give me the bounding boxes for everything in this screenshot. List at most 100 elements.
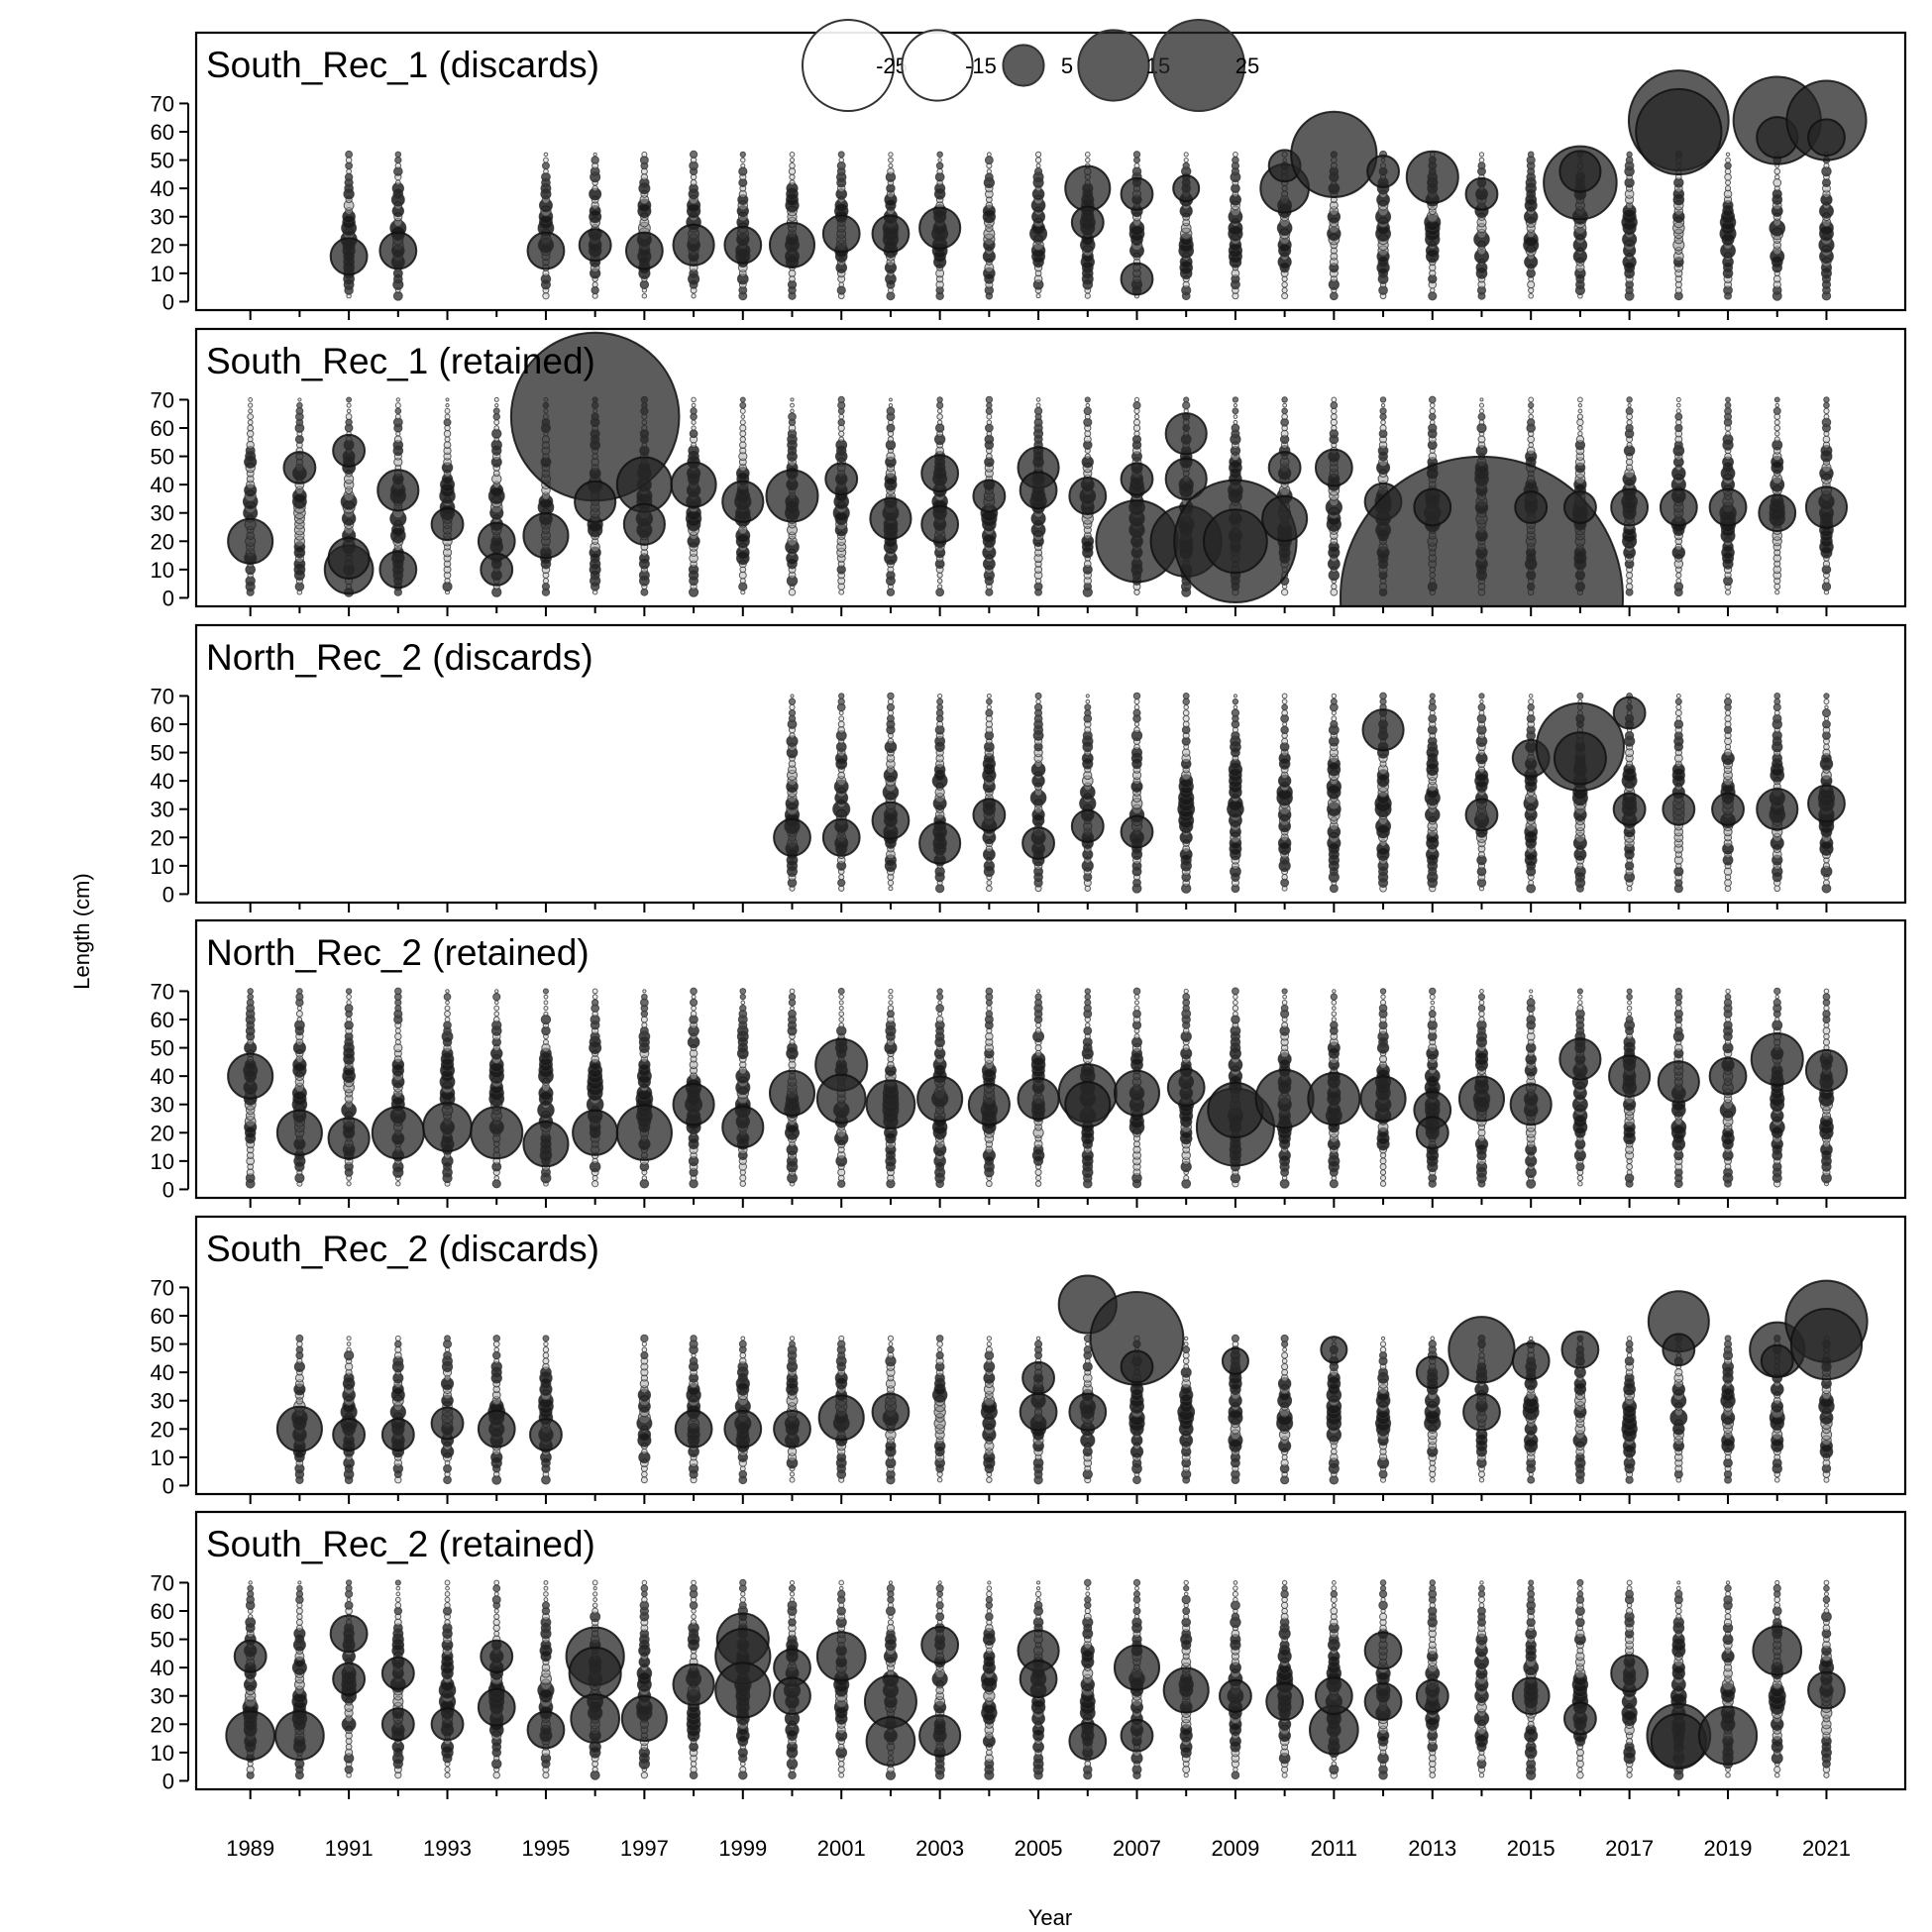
size-bubble [443,1463,453,1473]
size-bubble [738,1469,748,1479]
size-bubble [788,588,797,596]
data-bubble [1457,1075,1506,1123]
data-bubble [920,504,960,544]
bubble-layer [275,1274,1869,1485]
data-bubble [376,469,420,512]
size-bubble [1478,157,1485,163]
size-bubble [1724,167,1732,175]
size-bubble [1725,396,1731,403]
size-bubble [1083,560,1092,569]
size-bubble [1477,1004,1486,1013]
data-bubble [1612,696,1647,730]
size-bubble [1084,292,1091,299]
size-bubble [247,419,254,426]
size-bubble [1331,583,1338,590]
size-bubble [1182,993,1191,1002]
size-bubble [1429,698,1437,705]
size-bubble [1626,1163,1634,1171]
size-bubble [1675,715,1682,722]
data-bubble [1314,448,1353,487]
size-bubble [1428,1340,1437,1348]
size-bubble [1478,408,1485,414]
size-bubble [1528,709,1535,716]
size-bubble [789,732,796,739]
size-bubble [935,1350,944,1360]
size-bubble [247,424,255,432]
size-bubble [935,588,945,597]
size-bubble [1379,692,1387,700]
size-bubble [837,720,845,728]
size-bubble [1281,396,1288,403]
size-bubble [789,173,796,180]
data-bubble [768,221,816,268]
size-bubble [1133,162,1140,169]
size-bubble [740,1336,746,1342]
size-bubble [1331,1011,1338,1018]
data-bubble [773,817,811,857]
y-tick-label: 30 [151,1389,174,1414]
data-bubble [815,1073,867,1125]
size-bubble [789,1038,796,1045]
size-bubble [346,402,352,408]
data-bubble [1164,412,1208,456]
size-bubble [739,430,747,438]
data-bubble [578,228,612,263]
size-bubble [1772,998,1781,1007]
data-bubble [1120,176,1154,211]
size-bubble [1282,994,1288,1000]
size-bubble [394,1027,401,1034]
size-bubble [1577,994,1583,1000]
size-bubble [986,1336,993,1342]
size-bubble [1133,743,1140,751]
y-tick-label: 40 [151,473,174,497]
size-bubble [443,441,452,450]
size-bubble [1183,152,1189,158]
size-bubble [1182,1044,1190,1052]
size-bubble [591,994,598,1001]
size-bubble [1823,413,1830,420]
size-bubble [1824,704,1829,710]
size-bubble [1477,161,1486,170]
size-bubble [1773,167,1781,175]
size-bubble [1280,725,1289,734]
size-bubble [936,698,944,705]
size-bubble [888,994,894,1000]
size-bubble [691,419,697,425]
size-bubble [1725,179,1732,186]
size-bubble [1822,708,1831,718]
size-bubble [935,401,944,409]
size-bubble [1428,412,1437,421]
size-bubble [1330,413,1338,420]
size-bubble [1379,999,1387,1006]
y-tick-label: 70 [151,684,174,708]
size-bubble [1822,862,1831,870]
panel-frame [194,918,1907,1200]
data-bubble [1558,150,1602,193]
size-bubble [1823,693,1830,699]
size-bubble [247,988,254,995]
size-bubble [789,1341,796,1348]
size-bubble [1527,1475,1536,1484]
size-bubble [1033,166,1043,176]
size-bubble [590,285,599,295]
size-bubble [1724,172,1732,181]
size-bubble [493,1000,499,1006]
size-bubble [936,703,944,711]
size-bubble [295,406,304,415]
size-bubble [1281,1453,1288,1460]
size-bubble [1526,998,1536,1008]
size-bubble [739,401,747,409]
size-bubble [1478,693,1485,699]
size-bubble [985,395,994,404]
size-bubble [986,704,992,710]
size-bubble [543,994,549,1000]
size-bubble [444,1010,451,1018]
size-bubble [1380,1341,1387,1347]
size-bubble [1232,156,1239,164]
size-bubble [1184,1336,1189,1342]
data-bubble [470,1106,524,1160]
size-bubble [394,156,402,164]
data-bubble [378,231,418,270]
size-bubble [789,1471,796,1477]
